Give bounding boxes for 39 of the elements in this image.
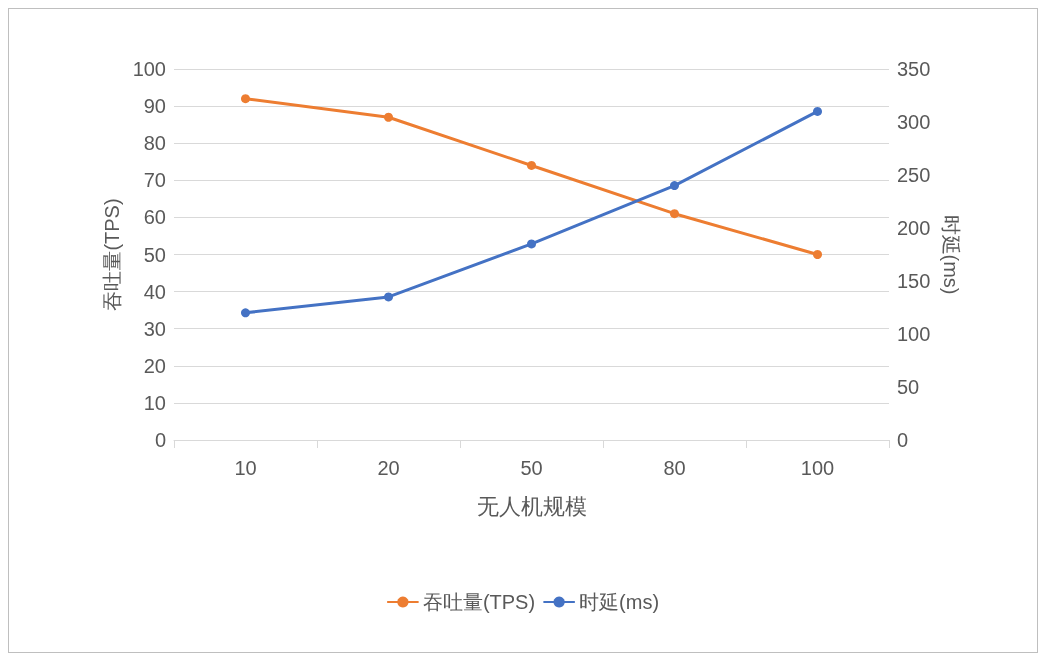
point [813, 250, 822, 259]
point [384, 292, 393, 302]
y2-tick-label: 0 [897, 429, 909, 451]
legend-label: 吞吐量(TPS) [422, 591, 536, 613]
x-tick-label: 80 [663, 457, 686, 479]
x-axis-title: 无人机规模 [476, 493, 587, 519]
y2-tick-label: 250 [897, 164, 931, 186]
y-tick-label: 70 [143, 169, 166, 192]
point [527, 160, 536, 170]
y-tick-label: 30 [143, 317, 166, 340]
y-tick-label: 10 [143, 391, 166, 414]
point [670, 209, 679, 219]
point [241, 308, 250, 318]
y-tick-label: 60 [143, 206, 166, 229]
point [241, 94, 250, 104]
y-tick-label: 100 [132, 58, 166, 80]
legend-label: 时延(ms) [579, 591, 660, 613]
point [670, 181, 679, 191]
y-axis-title: 吞吐量(TPS) [100, 198, 123, 311]
y2-tick-label: 300 [897, 111, 931, 133]
point [813, 106, 822, 116]
y-tick-label: 90 [143, 95, 166, 118]
y2-tick-label: 150 [897, 270, 931, 292]
y2-tick-label: 50 [897, 376, 920, 398]
y-tick-label: 50 [143, 243, 166, 266]
y2-tick-label: 350 [897, 58, 931, 80]
y2-tick-label: 100 [897, 323, 931, 345]
x-tick-label: 100 [800, 457, 835, 479]
y-tick-label: 0 [154, 429, 166, 451]
y2-tick-label: 200 [897, 217, 931, 239]
x-tick-label: 20 [377, 457, 400, 479]
y-tick-label: 20 [143, 354, 166, 377]
point [384, 112, 393, 122]
y-tick-label: 80 [143, 132, 166, 155]
x-tick-label: 10 [234, 457, 257, 479]
point [527, 239, 536, 249]
x-tick-label: 50 [520, 457, 543, 479]
y-tick-label: 40 [143, 280, 166, 303]
y2-axis-title: 时延(ms) [940, 214, 963, 295]
